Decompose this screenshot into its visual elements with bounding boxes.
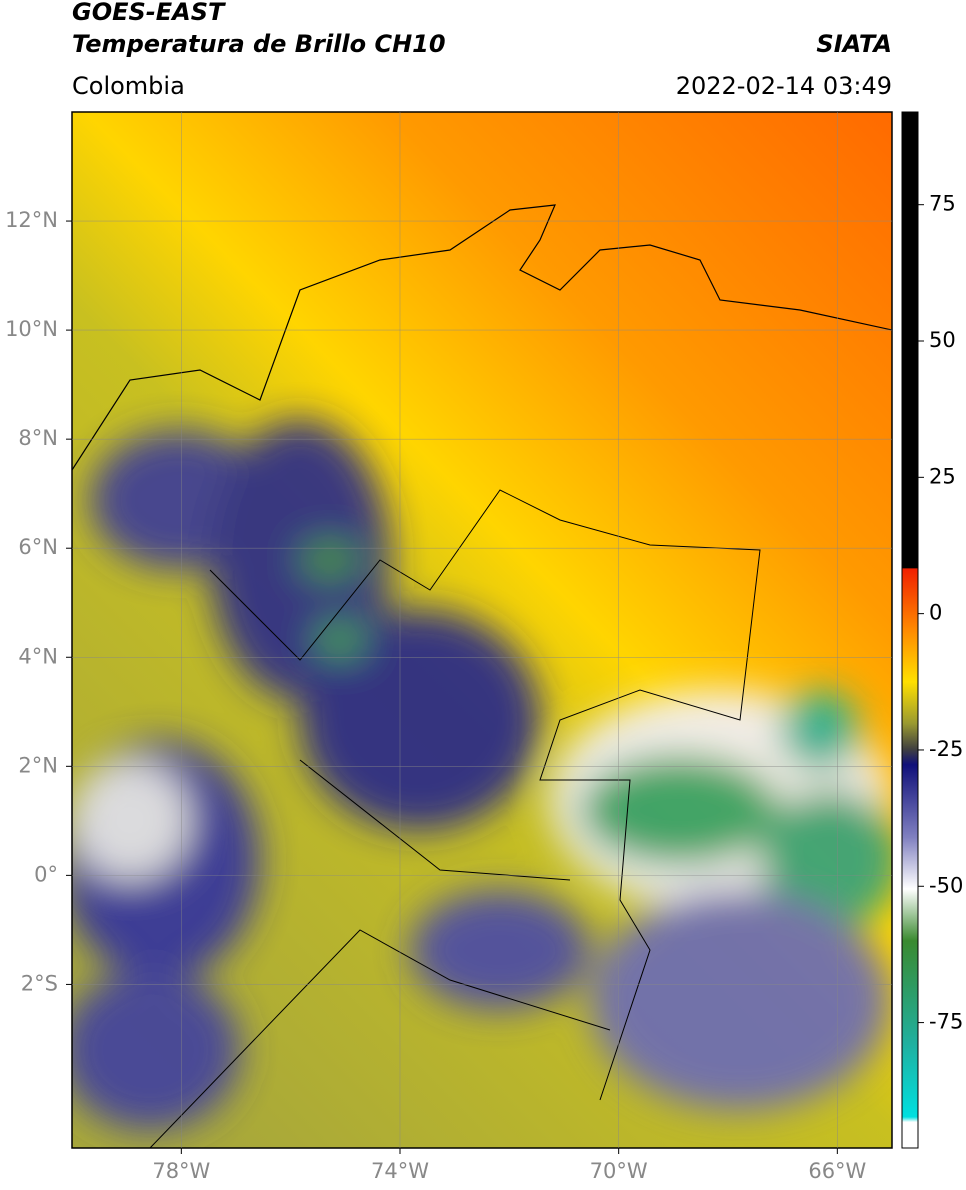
map-frame: [71, 111, 893, 1149]
x-tick-label: 66°W: [808, 1159, 866, 1183]
x-tick-label: 78°W: [152, 1159, 210, 1183]
colorbar-label: -75: [929, 1010, 963, 1034]
y-tick-label: 0°: [34, 862, 58, 886]
colorbar: [901, 111, 919, 1149]
y-tick-label: 2°N: [18, 753, 58, 777]
satellite-image: [72, 112, 892, 1148]
title: GOES-EAST: [72, 0, 226, 26]
y-tick-label: 6°N: [18, 535, 58, 559]
x-tick-label: 74°W: [371, 1159, 429, 1183]
subtitle: Temperatura de Brillo CH10: [72, 30, 446, 58]
colorbar-label: 25: [929, 464, 956, 488]
y-tick-label: 4°N: [18, 644, 58, 668]
colorbar-label: 0: [929, 601, 942, 625]
y-tick-label: 10°N: [5, 317, 58, 341]
y-tick-label: 2°S: [21, 971, 58, 995]
colorbar-label: 50: [929, 328, 956, 352]
region: Colombia: [72, 72, 185, 100]
colorbar-label: -50: [929, 873, 963, 897]
y-tick-label: 12°N: [5, 208, 58, 232]
source: SIATA: [816, 30, 892, 58]
datetime: 2022-02-14 03:49: [676, 72, 892, 100]
x-tick-label: 70°W: [590, 1159, 648, 1183]
y-tick-label: 8°N: [18, 426, 58, 450]
colorbar-label: -25: [929, 737, 963, 761]
colorbar-label: 75: [929, 192, 956, 216]
